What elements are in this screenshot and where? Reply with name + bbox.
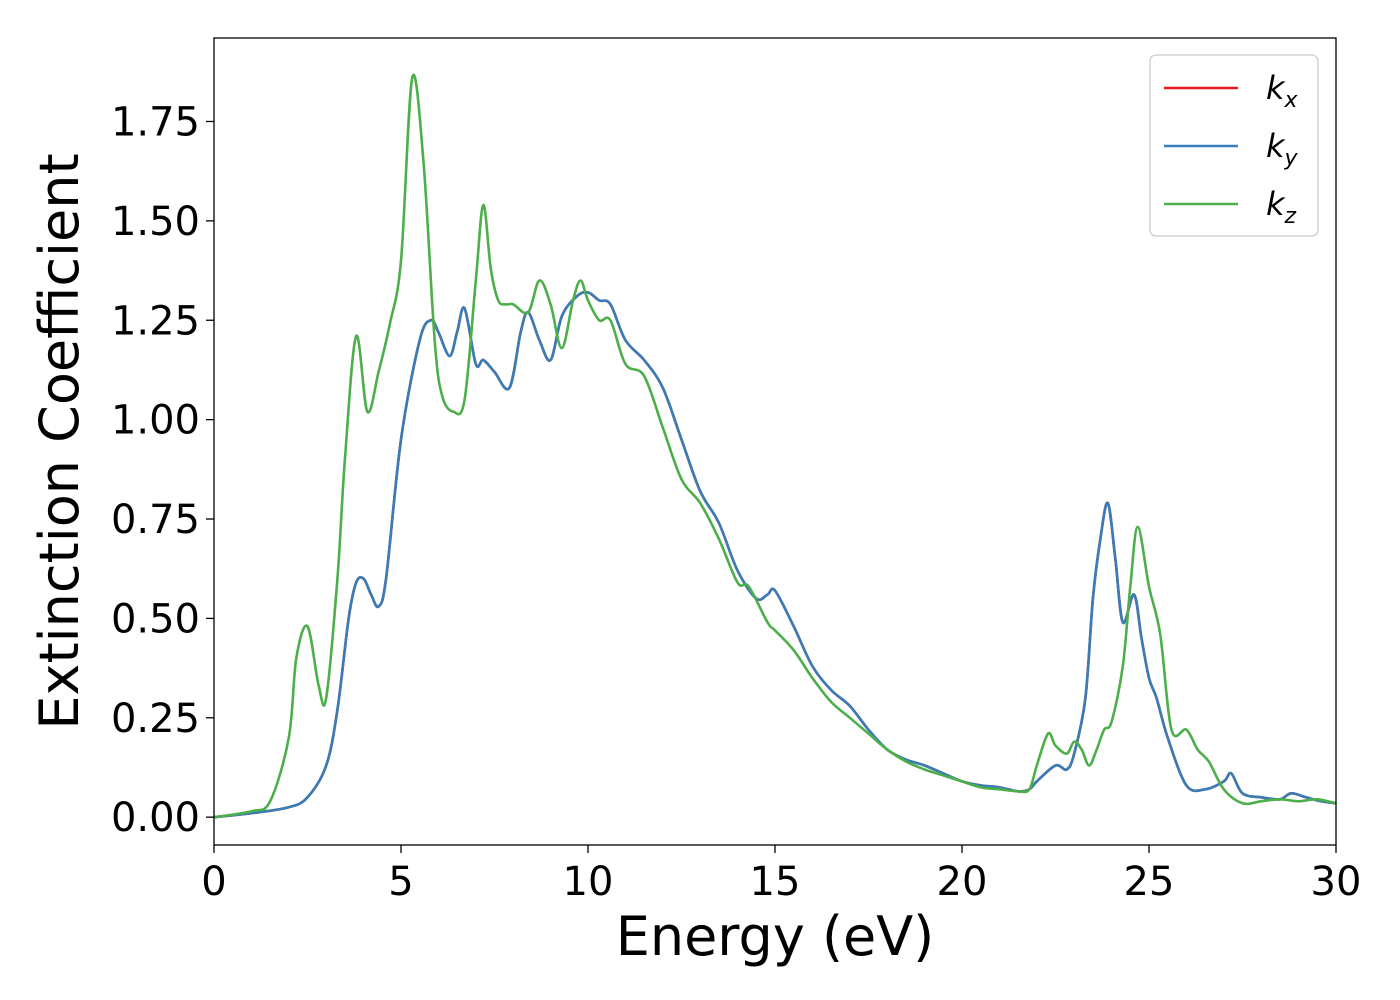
- legend-label-base: k: [1266, 185, 1286, 223]
- legend-label: kx: [1266, 69, 1299, 113]
- legend-label: kz: [1266, 185, 1297, 229]
- x-tick-label: 20: [937, 859, 988, 905]
- legend-label: ky: [1266, 127, 1299, 171]
- plot-series: [214, 73, 1336, 819]
- y-tick-label: 1.25: [111, 298, 200, 344]
- y-tick-label: 1.75: [111, 99, 200, 145]
- y-tick-label: 0.25: [111, 696, 200, 742]
- y-axis: 0.00 0.25 0.50 0.75 1.00 1.25 1.50 1.75: [111, 99, 214, 841]
- series-line-ky: [214, 290, 1336, 819]
- legend-label-sub: y: [1284, 146, 1299, 171]
- legend-label-base: k: [1266, 127, 1286, 165]
- y-axis-label: Extinction Coefficient: [28, 153, 91, 729]
- y-tick-label: 0.50: [111, 596, 200, 642]
- series-line-kz: [214, 73, 1336, 819]
- y-tick-label: 0.00: [111, 795, 200, 841]
- legend-label-sub: x: [1284, 88, 1299, 113]
- x-tick-label: 30: [1311, 859, 1362, 905]
- x-axis: 0 5 10 15 20 25 30: [201, 845, 1361, 905]
- x-tick-label: 0: [201, 859, 226, 905]
- y-tick-label: 1.50: [111, 199, 200, 245]
- x-tick-label: 25: [1124, 859, 1175, 905]
- y-tick-label: 0.75: [111, 497, 200, 543]
- x-tick-label: 10: [563, 859, 614, 905]
- x-axis-label: Energy (eV): [616, 905, 935, 968]
- x-tick-label: 5: [388, 859, 413, 905]
- x-tick-label: 15: [750, 859, 801, 905]
- y-tick-label: 1.00: [111, 398, 200, 444]
- legend-label-sub: z: [1284, 204, 1297, 229]
- legend-label-base: k: [1266, 69, 1286, 107]
